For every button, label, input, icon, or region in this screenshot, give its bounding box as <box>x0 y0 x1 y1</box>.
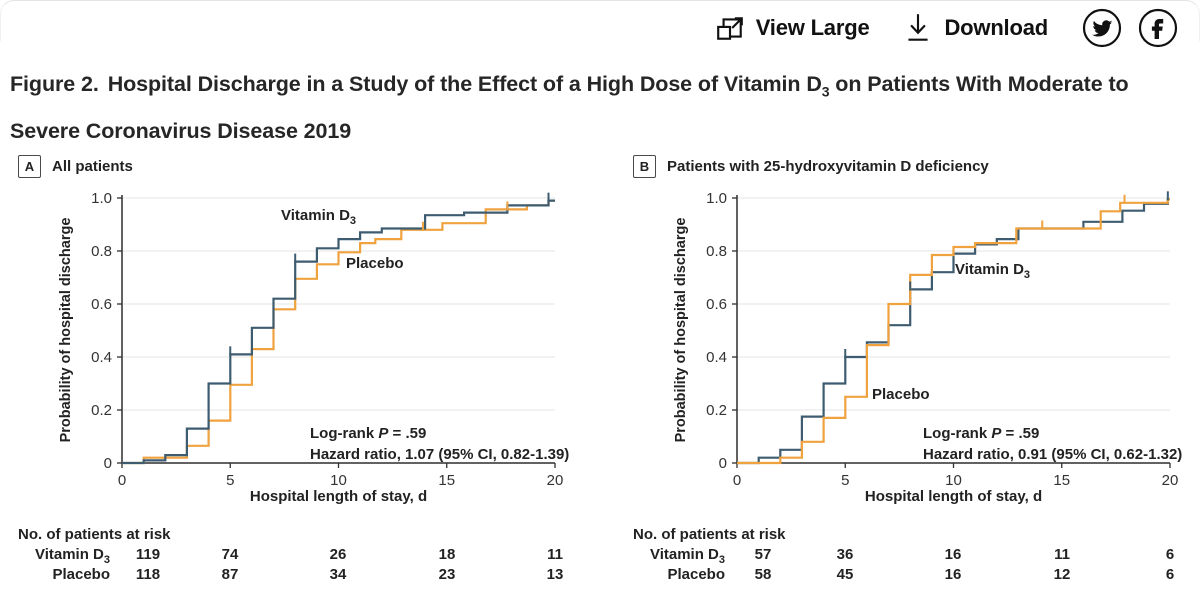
panel-a-vitamin-d3-curve-label: Vitamin D3 <box>281 207 357 227</box>
svg-text:0: 0 <box>733 472 741 489</box>
figure-title-tail: on Patients With Moderate to Severe Coro… <box>10 72 1129 144</box>
panel-a-risk-table-header: No. of patients at risk <box>18 526 171 543</box>
twitter-icon <box>1092 20 1113 37</box>
svg-text:1.0: 1.0 <box>706 190 727 207</box>
svg-text:15: 15 <box>438 472 455 489</box>
risk-count: 87 <box>221 566 239 583</box>
risk-count: 58 <box>754 566 772 583</box>
risk-count: 57 <box>754 546 772 563</box>
risk-count: 18 <box>438 546 456 563</box>
panel-b-risk-row-placebo-label: Placebo <box>667 566 725 583</box>
svg-text:15: 15 <box>1053 472 1070 489</box>
risk-count: 26 <box>329 546 347 563</box>
panel-b-risk-table-header: No. of patients at risk <box>633 526 786 543</box>
social-share-buttons <box>1082 8 1178 48</box>
risk-count: 118 <box>135 566 161 583</box>
risk-count: 23 <box>438 566 456 583</box>
risk-count: 45 <box>836 566 854 583</box>
svg-text:0.4: 0.4 <box>91 349 112 366</box>
svg-text:0.8: 0.8 <box>91 243 112 260</box>
expand-icon <box>716 17 743 40</box>
panel-a-letter-badge: A <box>18 155 41 178</box>
risk-count: 74 <box>221 546 239 563</box>
svg-text:0.4: 0.4 <box>706 349 727 366</box>
figure-number: Figure 2. <box>10 72 99 96</box>
panel-b-risk-row-vitamin-d3-label: Vitamin D3 <box>649 546 725 566</box>
svg-text:10: 10 <box>330 472 347 489</box>
facebook-share-button[interactable] <box>1138 8 1178 48</box>
svg-text:0.2: 0.2 <box>706 402 727 419</box>
download-icon <box>908 14 929 41</box>
twitter-share-button[interactable] <box>1082 8 1122 48</box>
svg-text:10: 10 <box>945 472 962 489</box>
risk-count: 16 <box>944 546 962 563</box>
svg-text:0: 0 <box>104 455 112 472</box>
panel-a-y-axis-label: Probability of hospital discharge <box>58 217 74 443</box>
view-large-button[interactable]: View Large <box>715 13 870 43</box>
risk-count: 11 <box>547 546 563 563</box>
svg-text:0: 0 <box>719 455 727 472</box>
svg-text:0: 0 <box>118 472 126 489</box>
panel-b-km-plot: 0 0.2 0.4 0.6 0.8 1.0 0 5 10 15 20 <box>706 190 1179 489</box>
panel-a-km-plot: 0 0.2 0.4 0.6 0.8 1.0 0 5 10 15 20 <box>91 190 564 489</box>
figure-title-subscript: 3 <box>821 83 830 100</box>
panel-a-title: All patients <box>52 158 133 175</box>
risk-count: 12 <box>1053 566 1071 583</box>
svg-text:0.8: 0.8 <box>706 243 727 260</box>
panel-a-risk-row-placebo-label: Placebo <box>52 566 110 583</box>
risk-count: 11 <box>1054 546 1070 563</box>
panel-b-statistics-annotation: Log-rank P = .59 Hazard ratio, 0.91 (95%… <box>923 425 1183 463</box>
risk-count: 119 <box>135 546 161 563</box>
risk-count: 34 <box>329 566 347 583</box>
svg-text:20: 20 <box>547 472 564 489</box>
risk-count: 6 <box>1165 566 1175 583</box>
svg-text:20: 20 <box>1162 472 1179 489</box>
risk-count: 16 <box>944 566 962 583</box>
svg-text:0.6: 0.6 <box>91 296 112 313</box>
risk-count: 36 <box>836 546 854 563</box>
download-button[interactable]: Download <box>903 11 1048 45</box>
risk-count: 13 <box>546 566 564 583</box>
panel-b-vitamin-d3-curve-label: Vitamin D3 <box>955 261 1031 281</box>
view-large-label: View Large <box>755 15 870 40</box>
panel-b-y-axis-label: Probability of hospital discharge <box>673 217 689 443</box>
panel-a-risk-row-vitamin-d3-label: Vitamin D3 <box>34 546 110 566</box>
panel-b-placebo-curve-label: Placebo <box>872 386 930 403</box>
toolbar: View Large Download <box>715 8 1178 48</box>
figure-title: Figure 2. Hospital Discharge in a Study o… <box>10 64 1155 151</box>
svg-text:0.2: 0.2 <box>91 402 112 419</box>
panel-b-header: B Patients with 25-hydroxyvitamin D defi… <box>633 155 989 178</box>
risk-count: 6 <box>1165 546 1175 563</box>
svg-text:5: 5 <box>226 472 234 489</box>
panel-a-statistics-annotation: Log-rank P = .59 Hazard ratio, 1.07 (95%… <box>310 425 570 463</box>
panel-a-placebo-curve-label: Placebo <box>346 255 404 272</box>
download-label: Download <box>944 15 1048 40</box>
panel-b-letter-badge: B <box>633 155 656 178</box>
svg-text:5: 5 <box>841 472 849 489</box>
panel-b-title: Patients with 25-hydroxyvitamin D defici… <box>667 158 989 175</box>
panel-a-x-axis-label: Hospital length of stay, d <box>249 488 428 505</box>
figure-title-text: Hospital Discharge in a Study of the Eff… <box>107 72 822 96</box>
facebook-icon <box>1151 19 1164 39</box>
panel-a-header: A All patients <box>18 155 133 178</box>
svg-text:0.6: 0.6 <box>706 296 727 313</box>
svg-text:1.0: 1.0 <box>91 190 112 207</box>
panel-b-x-axis-label: Hospital length of stay, d <box>864 488 1043 505</box>
